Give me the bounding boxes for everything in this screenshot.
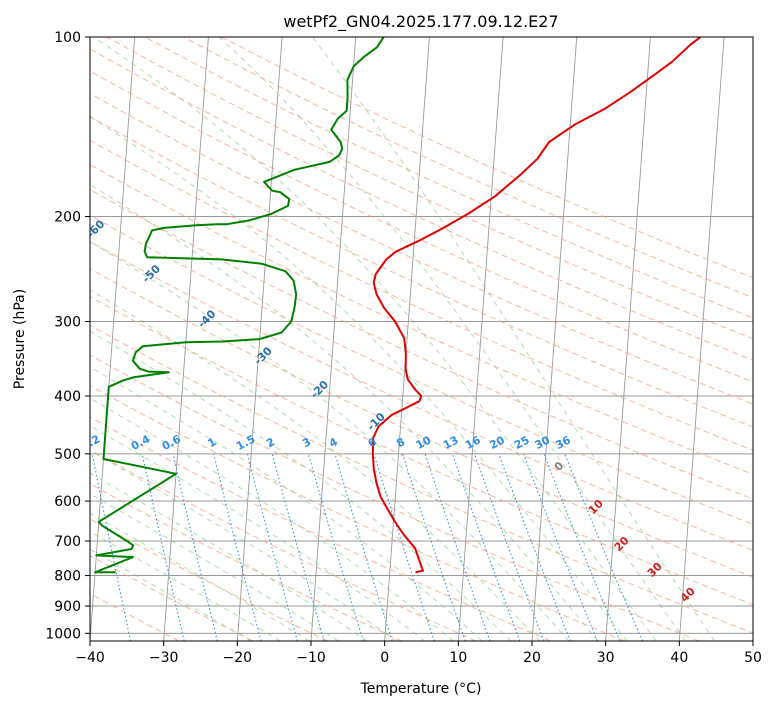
x-tick-label: 20 — [523, 650, 541, 666]
y-tick-label: 500 — [54, 447, 81, 463]
x-tick-label: 0 — [380, 650, 389, 666]
moist-adiabat — [90, 240, 570, 641]
x-axis-label: Temperature (°C) — [360, 681, 482, 697]
moist-adiabat — [90, 183, 599, 641]
isotherm-40 — [678, 37, 725, 641]
mixing-ratio-line — [522, 453, 598, 641]
mixing-ratio-label: 36 — [553, 433, 573, 452]
mixing-ratio-line — [334, 453, 393, 641]
chart-title: wetPf2_GN04.2025.177.09.12.E27 — [283, 12, 558, 32]
mixing-ratio-lines — [91, 453, 644, 641]
y-axis-label: Pressure (hPa) — [12, 289, 28, 389]
moist-adiabat — [90, 449, 397, 641]
plot-frame — [89, 36, 754, 642]
mixing-ratio-line — [373, 453, 435, 641]
dry-adiabat — [90, 354, 700, 641]
dry-adiabat — [90, 518, 328, 641]
moist-adiabat — [218, 37, 686, 641]
mixing-ratio-label: 16 — [463, 433, 483, 452]
x-tick-label: −10 — [296, 650, 326, 666]
moist-adiabat — [90, 366, 483, 641]
mixing-ratio-label: 30 — [533, 433, 553, 452]
y-tick-label: 1000 — [45, 626, 81, 642]
mixing-ratio-label: 13 — [441, 433, 461, 452]
x-tick-label: 40 — [670, 650, 688, 666]
isotherm-0 — [384, 37, 430, 641]
mixing-ratio-line — [172, 453, 218, 641]
isotherm-30 — [605, 37, 651, 641]
dry-adiabat — [90, 48, 753, 361]
dry-adiabat — [144, 37, 753, 319]
mixing-ratio-line — [271, 453, 325, 641]
dry-adiabat — [90, 70, 753, 383]
y-tick-label: 200 — [54, 210, 81, 226]
isotherm-10 — [457, 37, 504, 641]
dry-adiabat — [182, 37, 753, 299]
dry-adiabat — [90, 164, 753, 475]
y-tick-label: 600 — [54, 494, 81, 510]
isotherm--30 — [163, 37, 209, 641]
x-tick-label: −20 — [223, 650, 253, 666]
mixing-ratio-line — [543, 453, 621, 641]
y-tick-label: 400 — [54, 389, 81, 405]
dry-adiabat — [90, 139, 753, 451]
dry-adiabat — [90, 483, 402, 641]
dry-adiabat — [90, 554, 254, 641]
dry-adiabat — [90, 324, 753, 634]
dry-adiabat — [90, 416, 551, 641]
x-tick-label: 30 — [597, 650, 615, 666]
dry-adiabat — [90, 214, 753, 525]
y-tick-label: 300 — [54, 315, 81, 331]
x-tick-label: −30 — [149, 650, 179, 666]
moist-adiabat — [311, 37, 715, 641]
temperature-profile — [371, 37, 702, 574]
mixing-ratio-label: 10 — [414, 433, 434, 452]
mixing-ratio-line — [498, 453, 571, 641]
dry-adiabat — [90, 189, 753, 500]
moist-adiabat — [90, 115, 628, 641]
x-tick-label: 50 — [744, 650, 762, 666]
mixing-ratio-line — [91, 453, 132, 641]
sounding-profiles — [94, 37, 702, 574]
moist-adiabats — [90, 37, 715, 641]
mixing-ratio-line — [307, 453, 364, 641]
moist-adiabat — [90, 425, 426, 641]
mixing-ratio-line — [424, 453, 491, 641]
moist-adiabat — [93, 37, 657, 641]
y-tick-label: 900 — [54, 599, 81, 615]
moist-adiabat — [90, 512, 310, 641]
moist-adiabat — [90, 531, 281, 641]
dry-adiabat — [90, 116, 753, 428]
dry-adiabat — [90, 241, 753, 551]
mixing-ratio-line — [213, 453, 262, 641]
y-tick-label: 700 — [54, 534, 81, 550]
mixing-ratio-line — [141, 453, 185, 641]
mixing-ratio-line — [246, 453, 299, 641]
mixing-ratio-line — [451, 453, 521, 641]
isotherm--10 — [310, 37, 357, 641]
y-tick-label: 100 — [54, 30, 81, 46]
y-tick-label: 800 — [54, 569, 81, 585]
dry-adiabat — [90, 268, 753, 578]
mixing-ratio-line — [564, 453, 644, 641]
mixing-ratio-line — [401, 453, 466, 641]
x-axis-ticks: −40 −30 −20 −10 0 10 20 30 40 50 — [75, 641, 762, 666]
dry-adiabats — [90, 37, 753, 641]
x-tick-label: −40 — [75, 650, 105, 666]
y-axis-ticks: 100 200 300 400 500 600 700 800 900 1000 — [45, 30, 90, 642]
mixing-ratio-line — [474, 453, 545, 641]
x-tick-label: 10 — [449, 650, 467, 666]
mixing-ratio-label: 20 — [487, 433, 507, 452]
moist-adiabat — [90, 330, 512, 641]
mixing-ratio-label: 25 — [512, 433, 532, 452]
dry-adiabat — [90, 449, 477, 641]
isotherm-20 — [531, 37, 578, 641]
plot-area: 0.10.20.40.611.52346810131620253036-100-… — [90, 37, 753, 641]
dewpoint-profile — [94, 37, 385, 574]
